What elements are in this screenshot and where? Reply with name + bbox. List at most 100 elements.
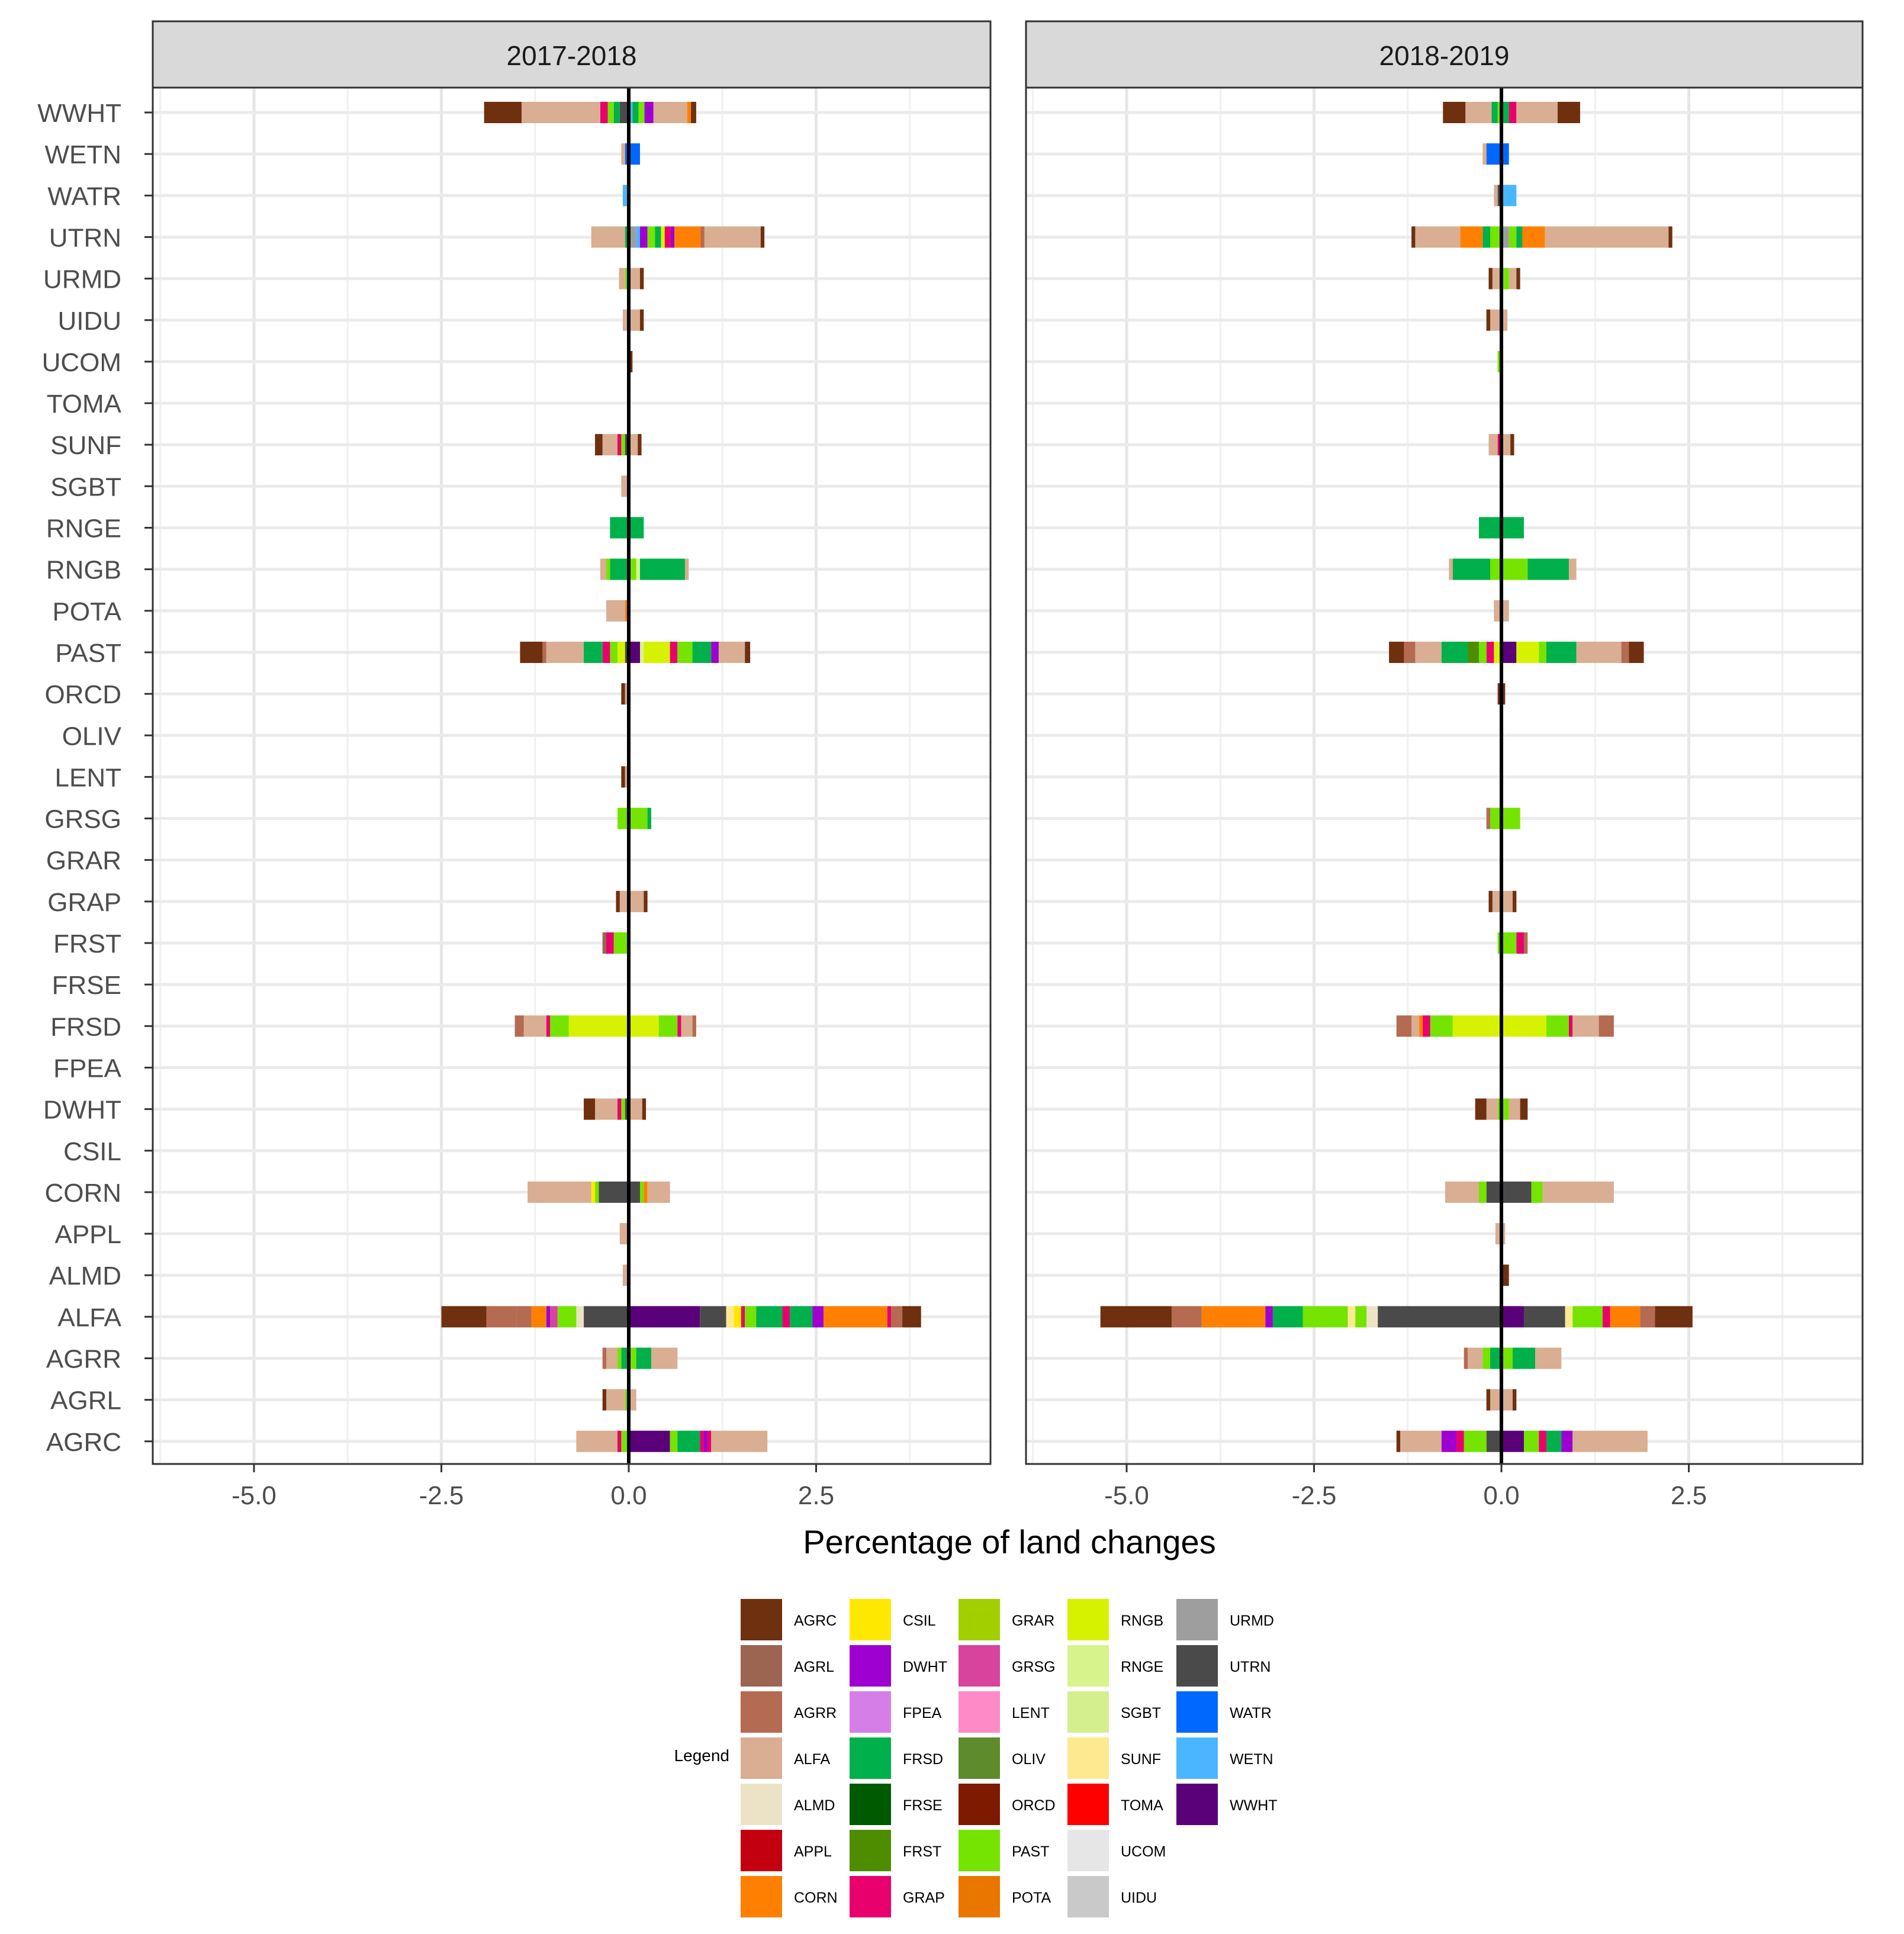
bar-segment [1456,1430,1464,1452]
legend-label: RNGE [1121,1659,1163,1675]
legend-label: GRAP [903,1890,945,1906]
bar-segment [1546,1430,1562,1452]
bar-segment [644,102,654,123]
legend-key [741,1599,782,1640]
bar-segment [704,226,761,248]
bar-segment [681,1015,693,1037]
bar-segment [734,1306,741,1328]
bar-segment [1486,1181,1501,1203]
bar-segment [1400,1430,1442,1452]
bar-segment [658,1015,678,1037]
bar-segment [514,1015,524,1037]
x-tick-label: -2.5 [1292,1481,1337,1510]
legend-label: GRSG [1012,1659,1056,1675]
x-tick-label: 2.5 [798,1481,834,1510]
legend: Legend AGRC AGRL AGRR ALFA ALMD APPL CORN CSIL DW… [674,1599,1278,1917]
bar-segment [1494,641,1501,663]
legend-label: LENT [1012,1705,1050,1721]
y-tick-label: CSIL [63,1137,121,1166]
bar-segment [1509,268,1517,289]
bar-segment [1486,641,1494,663]
bar-segment [621,143,625,165]
bar-segment [1441,641,1468,663]
bar-segment [1501,1389,1513,1411]
legend-key [741,1737,782,1779]
legend-label: APPL [794,1843,832,1860]
bar-segment [651,1347,678,1369]
bar-segment [621,1430,629,1452]
y-tick-label: AGRC [46,1428,121,1457]
bar-segment [636,1347,651,1369]
bar-segment [1486,1098,1498,1120]
bar-segment [629,309,640,331]
bar-segment [521,102,600,123]
bar-segment [1568,1015,1573,1037]
bar-segment [1452,1015,1501,1037]
bar-segment [1501,102,1509,123]
bar-segment [1516,102,1558,123]
bar-segment [824,1306,887,1328]
bar-segment [1501,558,1528,580]
bar-segment [1272,1306,1303,1328]
legend-label: UTRN [1230,1659,1271,1675]
bar-segment [1576,641,1622,663]
legend-key [741,1876,782,1917]
bar-segment [756,1306,783,1328]
bar-segment [1378,1306,1501,1328]
bar-segment [1572,1015,1599,1037]
bar-segment [629,558,636,580]
bar-segment [1572,1306,1603,1328]
bar-segment [1501,1430,1524,1452]
bar-segment [591,1181,596,1203]
legend-key [850,1876,891,1917]
bar-segment [1430,1015,1453,1037]
legend-key [1176,1691,1218,1733]
bar-segment [1501,309,1508,331]
bar-segment [629,102,633,123]
bar-segment [700,1306,726,1328]
panel-strip [1025,20,1864,89]
bar-segment [616,890,620,912]
legend-label: DWHT [903,1659,947,1675]
bar-segment [1488,268,1493,289]
legend-key [741,1784,782,1825]
bar-segment [687,102,692,123]
bar-segment [613,102,620,123]
bar-segment [568,1015,629,1037]
bar-segment [584,1098,596,1120]
bar-segment [703,1430,707,1452]
x-tick-label: 0.0 [610,1481,647,1510]
bar-segment [1497,434,1501,456]
bar-segment [711,1430,768,1452]
bar-segment [546,1015,551,1037]
bar-segment [625,600,629,622]
bar-segment [1501,890,1513,912]
bar-segment [700,1430,704,1452]
y-tick-label: CORN [44,1179,121,1208]
bar-segment [1396,1015,1412,1037]
bar-segment [629,1098,642,1120]
bar-segment [639,1181,644,1203]
bar-segment [1482,143,1487,165]
legend-key [850,1830,891,1871]
legend-label: RNGB [1121,1613,1163,1629]
bar-segment [741,1306,745,1328]
bar-segment [1516,268,1520,289]
y-tick-label: GRSG [44,805,121,834]
bar-segment [600,102,608,123]
bar-segment [1494,185,1498,207]
legend-label: AGRC [794,1613,837,1629]
bar-segment [1494,600,1501,622]
bar-segment [599,1181,629,1203]
bar-segment [1520,1098,1528,1120]
bar-segment [1347,1306,1356,1328]
y-tick-label: FRST [53,929,121,958]
bar-segment [557,1306,577,1328]
bar-segment [629,890,644,912]
x-tick-label: 0.0 [1483,1481,1519,1510]
bar-segment [1497,350,1501,372]
y-tick-label: UTRN [49,223,121,252]
bar-segment [1535,1347,1562,1369]
bar-segment [625,226,629,248]
